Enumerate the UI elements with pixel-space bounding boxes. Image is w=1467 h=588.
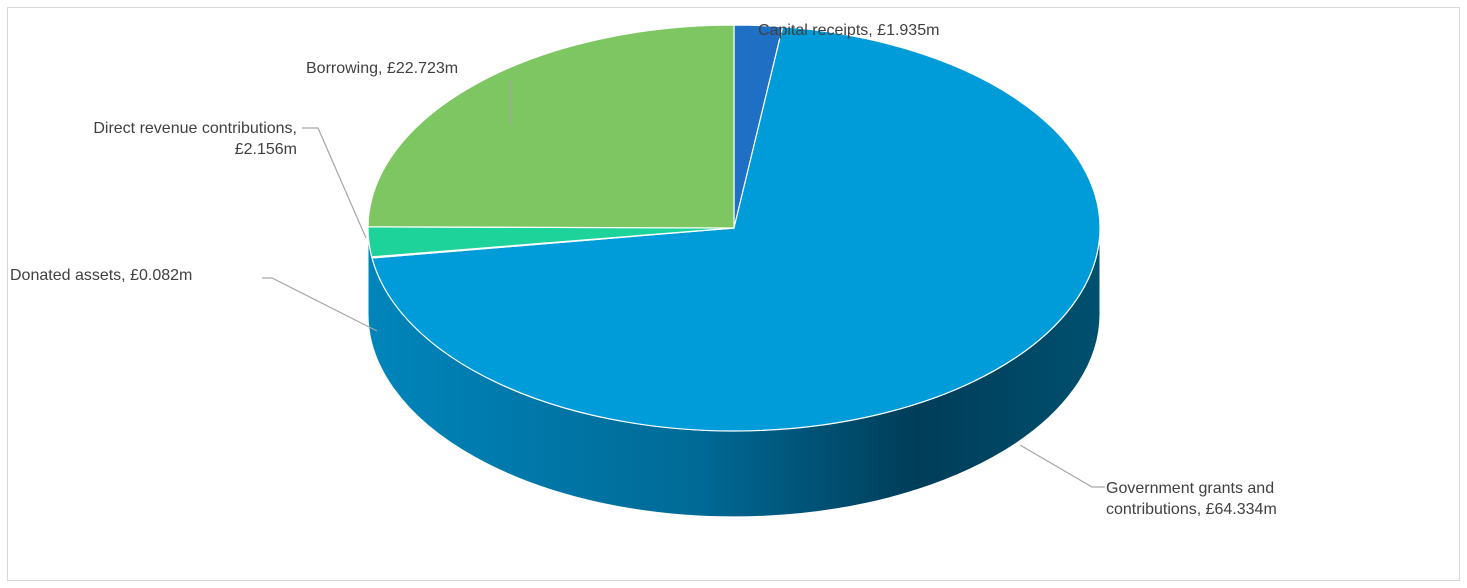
leader-line-government-grants-and-contributions bbox=[1020, 445, 1105, 487]
pie-slice-borrowing bbox=[368, 25, 734, 228]
data-label-line: Borrowing, £22.723m bbox=[306, 60, 458, 77]
leader-line-direct-revenue-contributions bbox=[302, 128, 366, 238]
data-label-direct-revenue-contributions: Direct revenue contributions, £2.156m bbox=[93, 120, 297, 158]
data-label-donated-assets: Donated assets, £0.082m bbox=[10, 267, 192, 284]
data-label-line: Government grants and bbox=[1106, 480, 1274, 497]
data-label-line: Capital receipts, £1.935m bbox=[758, 22, 939, 39]
data-label-line: Donated assets, £0.082m bbox=[10, 267, 192, 284]
data-label-line: Direct revenue contributions, bbox=[93, 120, 297, 137]
leader-line-donated-assets bbox=[262, 278, 377, 331]
data-label-capital-receipts: Capital receipts, £1.935m bbox=[758, 22, 939, 39]
data-label-line: contributions, £64.334m bbox=[1106, 501, 1277, 518]
data-label-government-grants-and-contributions: Government grants and contributions, £64.… bbox=[1106, 480, 1277, 518]
pie-top bbox=[368, 25, 1100, 431]
data-label-line: £2.156m bbox=[235, 141, 297, 158]
data-label-borrowing: Borrowing, £22.723m bbox=[306, 60, 458, 77]
